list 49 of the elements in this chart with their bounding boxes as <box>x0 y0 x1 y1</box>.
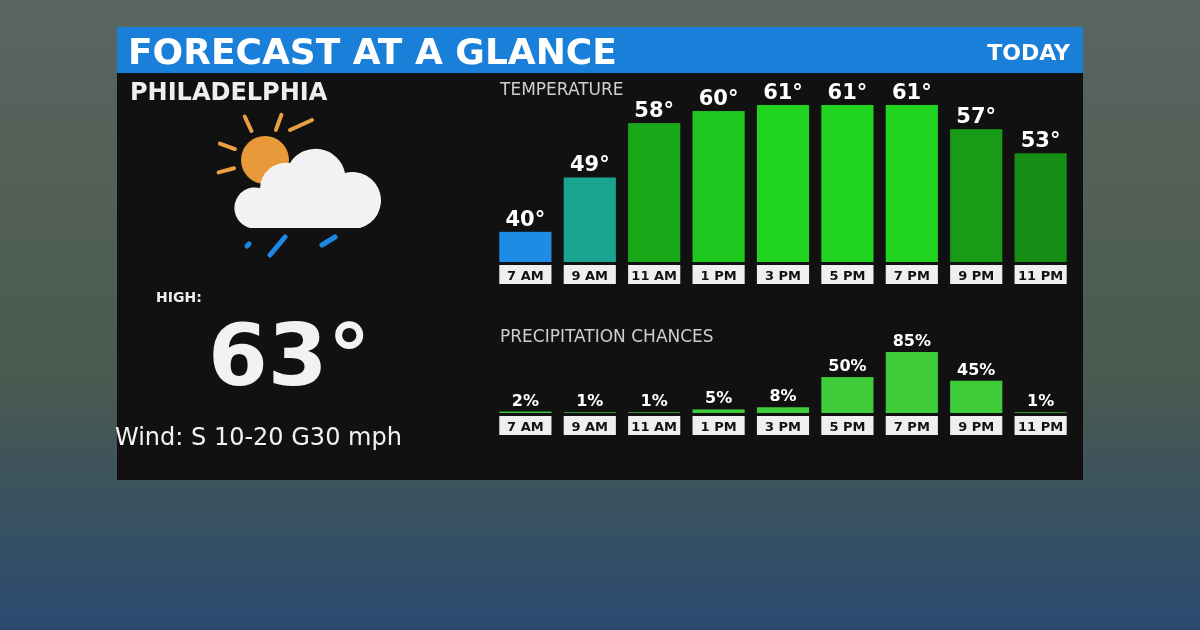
text: FORECAST AT A GLANCE <box>128 31 617 72</box>
bar <box>950 380 1003 413</box>
x-tick-label: 1 PM <box>700 419 737 434</box>
data-label: 60° <box>698 86 739 111</box>
bar <box>756 407 810 413</box>
x-tick-label: 9 PM <box>958 268 995 283</box>
data-label: 85% <box>892 331 931 350</box>
text: TODAY <box>987 40 1072 65</box>
data-label: 1% <box>640 391 668 411</box>
data-label: 2% <box>511 390 539 410</box>
data-label: 40° <box>505 206 546 231</box>
data-label: 8% <box>769 386 797 406</box>
x-tick-label: 5 PM <box>829 419 866 434</box>
data-label: 1% <box>576 391 604 411</box>
x-tick-label: 1 PM <box>700 268 737 283</box>
x-tick-label: 7 PM <box>893 419 930 434</box>
data-label: 45% <box>957 359 996 379</box>
data-label: 61° <box>827 80 868 104</box>
bar <box>885 352 938 413</box>
data-label: 50% <box>828 356 867 376</box>
x-tick-label: 3 PM <box>764 419 802 434</box>
x-tick-label: 9 AM <box>571 419 609 434</box>
bar <box>692 409 745 413</box>
x-tick-label: 11 AM <box>631 268 677 283</box>
data-label: 1% <box>1027 391 1055 411</box>
text: PHILADELPHIA <box>130 78 328 106</box>
x-tick-label: 5 PM <box>829 268 866 283</box>
chart-title: TEMPERATURE <box>499 79 624 99</box>
x-tick-label: 9 AM <box>571 268 609 283</box>
x-tick-label: 11 AM <box>631 419 677 434</box>
data-label: 53° <box>1020 128 1061 153</box>
x-tick-label: 9 PM <box>958 419 995 434</box>
x-tick-label: 11 PM <box>1018 419 1064 434</box>
text: Wind: S 10-20 G30 mph <box>115 423 402 451</box>
chart-title: PRECIPITATION CHANCES <box>500 326 714 346</box>
x-tick-label: 7 AM <box>507 268 544 283</box>
x-tick-label: 7 PM <box>893 268 930 283</box>
bar <box>821 377 874 413</box>
x-tick-label: 3 PM <box>764 268 802 283</box>
x-tick-label: 7 AM <box>507 419 544 434</box>
data-label: 61° <box>891 80 932 104</box>
data-label: 61° <box>763 80 803 104</box>
text: HIGH: <box>156 289 202 305</box>
data-label: 49° <box>569 152 610 177</box>
text: 63° <box>208 305 371 405</box>
data-label: 57° <box>956 104 997 129</box>
x-tick-label: 11 PM <box>1018 268 1064 283</box>
data-label: 58° <box>634 98 675 123</box>
data-label: 5% <box>705 388 733 408</box>
